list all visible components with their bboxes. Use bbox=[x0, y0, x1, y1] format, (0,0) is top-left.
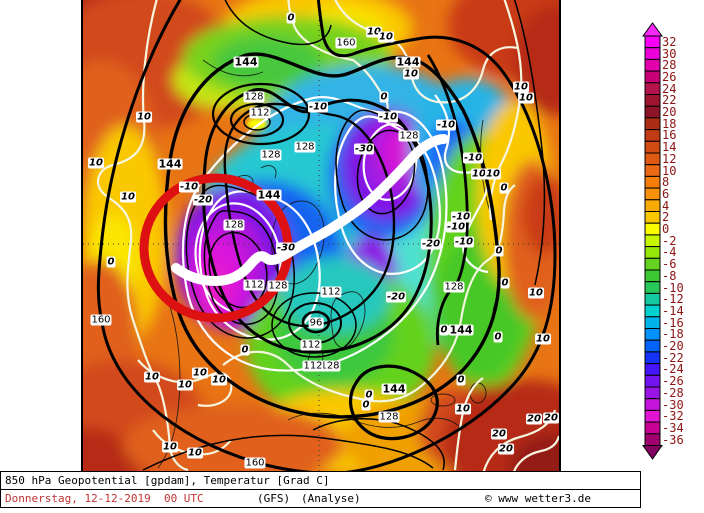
colorbar-box bbox=[644, 269, 661, 283]
colorbar-value-label: -28 bbox=[662, 385, 684, 400]
colorbar-box bbox=[644, 222, 661, 236]
colorbar-box bbox=[644, 339, 661, 353]
colorbar-box bbox=[644, 164, 661, 177]
colorbar-value-label: -32 bbox=[662, 409, 684, 424]
colorbar-box bbox=[644, 363, 661, 376]
colorbar-box bbox=[644, 374, 661, 388]
colorbar-value-label: 26 bbox=[662, 69, 677, 84]
colorbar-value-label: -18 bbox=[662, 327, 684, 342]
run-type: (Analyse) bbox=[301, 492, 361, 505]
colorbar-value-label: -10 bbox=[662, 280, 684, 295]
colorbar-box bbox=[644, 199, 661, 213]
colorbar-value-label: -30 bbox=[662, 397, 684, 412]
colorbar-value-label: 4 bbox=[662, 198, 670, 213]
colorbar-box bbox=[644, 328, 661, 341]
colorbar-box bbox=[644, 140, 661, 154]
colorbar-box bbox=[644, 234, 661, 248]
colorbar-value-label: -26 bbox=[662, 374, 684, 389]
colorbar-value-label: 2 bbox=[662, 210, 670, 225]
map-title: 850 hPa Geopotential [gpdam], Temperatur… bbox=[5, 474, 330, 487]
valid-datetime: Donnerstag, 12-12-2019 00 UTC bbox=[5, 492, 204, 505]
colorbar-box bbox=[644, 187, 661, 201]
colorbar-box bbox=[644, 398, 661, 411]
colorbar-box bbox=[644, 105, 661, 119]
colorbar-box bbox=[644, 292, 661, 306]
colorbar-value-label: 6 bbox=[662, 186, 670, 201]
colorbar-value-label: 10 bbox=[662, 163, 677, 178]
temperature-colorbar: 32 30 28 26 24 22 20 18 16 14 12 10 8 6 4 2 0 -2 -4 -6 -8 -10… bbox=[641, 20, 703, 465]
colorbar-box bbox=[644, 433, 661, 446]
colorbar-value-label: 30 bbox=[662, 46, 677, 61]
colorbar-boxes bbox=[644, 35, 661, 446]
colorbar-value-label: -6 bbox=[662, 257, 677, 272]
colorbar-value-label: -14 bbox=[662, 303, 684, 318]
colorbar-down-arrow bbox=[642, 445, 663, 460]
map-area: 160 160 160 144 144 144 144 144 144 128 128 128 128 1… bbox=[81, 0, 561, 472]
colorbar-value-label: 24 bbox=[662, 81, 677, 96]
colorbar-box bbox=[644, 351, 661, 365]
colorbar-box bbox=[644, 304, 661, 318]
colorbar-box bbox=[644, 58, 661, 72]
colorbar-box bbox=[644, 421, 661, 435]
colorbar-box bbox=[644, 386, 661, 400]
geopotential-contours bbox=[96, 0, 557, 472]
colorbar-value-label: 12 bbox=[662, 151, 677, 166]
colorbar-box bbox=[644, 47, 661, 60]
colorbar-box bbox=[644, 257, 661, 271]
colorbar-value-label: -20 bbox=[662, 339, 684, 354]
footer-meta-box: Donnerstag, 12-12-2019 00 UTC (GFS) (Ana… bbox=[0, 489, 641, 508]
colorbar-value-label: 14 bbox=[662, 140, 677, 155]
colorbar-box bbox=[644, 70, 661, 84]
colorbar-box bbox=[644, 117, 661, 131]
colorbar-value-label: -22 bbox=[662, 350, 684, 365]
colorbar-value-label: -24 bbox=[662, 362, 684, 377]
colorbar-box bbox=[644, 94, 661, 107]
colorbar-box bbox=[644, 152, 661, 166]
colorbar-value-label: -4 bbox=[662, 245, 677, 260]
colorbar-value-label: 22 bbox=[662, 93, 677, 108]
map-canvas bbox=[83, 0, 559, 472]
colorbar-value-label: 18 bbox=[662, 116, 677, 131]
colorbar-up-arrow bbox=[642, 22, 663, 37]
colorbar-box bbox=[644, 211, 661, 224]
colorbar-box bbox=[644, 82, 661, 95]
colorbar-value-label: 8 bbox=[662, 175, 670, 190]
colorbar-value-label: -34 bbox=[662, 420, 684, 435]
colorbar-value-label: -16 bbox=[662, 315, 684, 330]
colorbar-value-label: 28 bbox=[662, 58, 677, 73]
footer-title-box: 850 hPa Geopotential [gpdam], Temperatur… bbox=[0, 471, 641, 490]
colorbar-value-label: 0 bbox=[662, 222, 670, 236]
colorbar-value-label: -8 bbox=[662, 268, 677, 283]
model-name: (GFS) bbox=[257, 492, 291, 505]
colorbar-canvas bbox=[642, 22, 663, 460]
colorbar-box bbox=[644, 35, 661, 49]
colorbar-value-label: 20 bbox=[662, 105, 677, 119]
colorbar-box bbox=[644, 281, 661, 294]
colorbar-box bbox=[644, 409, 661, 423]
colorbar-box bbox=[644, 175, 661, 189]
colorbar-value-label: -12 bbox=[662, 292, 684, 307]
colorbar-box bbox=[644, 316, 661, 329]
copyright-notice: © www wetter3.de bbox=[485, 492, 591, 505]
colorbar-value-label: 32 bbox=[662, 34, 677, 49]
colorbar-value-label: -36 bbox=[662, 432, 684, 447]
colorbar-value-label: 16 bbox=[662, 128, 677, 143]
colorbar-box bbox=[644, 129, 661, 142]
colorbar-box bbox=[644, 246, 661, 259]
colorbar-value-label: -2 bbox=[662, 233, 677, 248]
